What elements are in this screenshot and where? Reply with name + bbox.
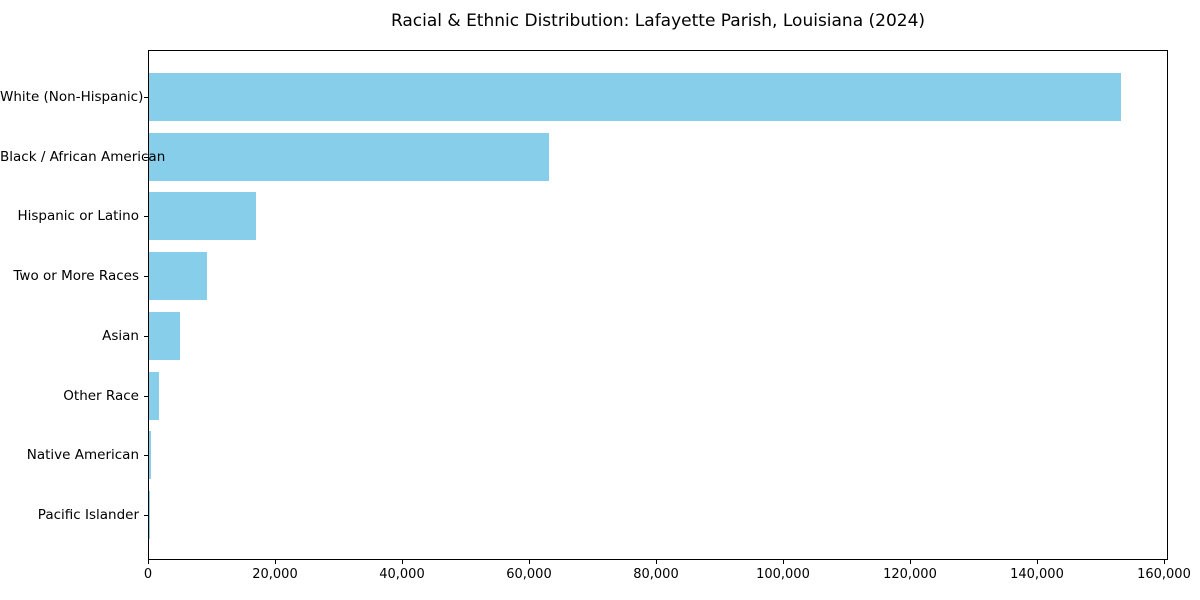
- x-tick-mark: [1163, 560, 1165, 564]
- y-tick-mark: [144, 96, 148, 98]
- bar-pacific-islander: [149, 491, 150, 540]
- bar-hispanic-or-latino: [149, 192, 256, 241]
- x-tick-mark: [528, 560, 530, 564]
- y-tick-label: Native American: [26, 447, 139, 464]
- y-tick-mark: [144, 216, 148, 218]
- x-tick-mark: [401, 560, 403, 564]
- plot-area: [148, 50, 1168, 560]
- y-tick-label: White (Non-Hispanic): [0, 88, 144, 105]
- x-tick-label: 160,000: [1137, 567, 1191, 582]
- bar-two-or-more-races: [149, 252, 207, 301]
- x-tick-mark: [148, 560, 149, 564]
- y-tick-mark: [144, 335, 148, 337]
- x-tick-mark: [782, 560, 784, 564]
- chart-title: Racial & Ethnic Distribution: Lafayette …: [390, 11, 926, 31]
- bar-other-race: [149, 371, 159, 420]
- x-tick-mark: [1036, 560, 1038, 564]
- y-tick-mark: [144, 395, 148, 397]
- y-tick-mark: [144, 276, 148, 278]
- y-tick-mark: [144, 455, 148, 457]
- x-tick-label: 120,000: [883, 567, 937, 582]
- x-tick-label: 20,000: [252, 567, 298, 582]
- y-tick-label: Pacific Islander: [37, 507, 139, 524]
- bar-asian: [149, 311, 181, 360]
- bar-native-american: [149, 431, 151, 480]
- x-tick-label: 0: [143, 567, 153, 582]
- x-tick-label: 140,000: [1010, 567, 1064, 582]
- y-tick-label: Two or More Races: [13, 268, 139, 285]
- x-tick-label: 60,000: [506, 567, 552, 582]
- y-tick-label: Other Race: [63, 387, 139, 404]
- x-tick-label: 80,000: [633, 567, 679, 582]
- y-tick-mark: [144, 515, 148, 517]
- y-tick-label: Black / African American: [0, 148, 166, 165]
- y-tick-label: Hispanic or Latino: [17, 208, 139, 225]
- x-tick-label: 100,000: [756, 567, 810, 582]
- bar-white-non-hispanic: [149, 72, 1121, 121]
- x-tick-label: 40,000: [379, 567, 425, 582]
- bar-black-african-american: [149, 132, 550, 181]
- y-tick-mark: [144, 156, 148, 158]
- x-tick-mark: [274, 560, 276, 564]
- y-tick-label: Asian: [102, 327, 139, 344]
- x-tick-mark: [909, 560, 911, 564]
- x-tick-mark: [655, 560, 657, 564]
